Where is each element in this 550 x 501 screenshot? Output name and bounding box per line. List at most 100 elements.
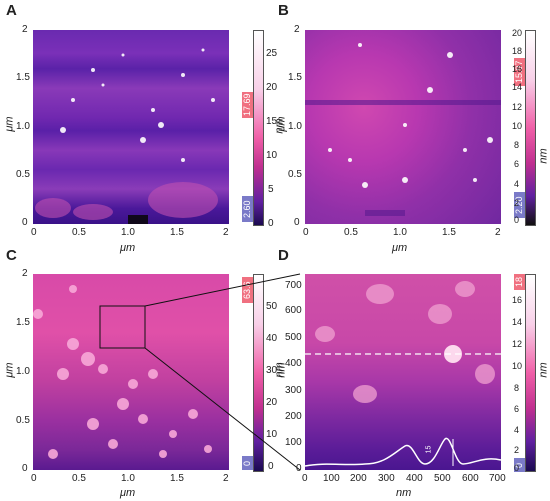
colorbar-max-badge: 17.69 xyxy=(242,92,253,118)
x-tick: 0 xyxy=(303,227,309,238)
y-tick: 1.5 xyxy=(288,72,302,83)
colorbar-a xyxy=(253,30,264,226)
panel-label-a: A xyxy=(6,2,17,19)
panel-label-c: C xyxy=(6,247,17,264)
colorbar-tick: 8 xyxy=(514,140,520,150)
x-axis-label: μm xyxy=(120,242,136,254)
y-tick: 1.0 xyxy=(16,121,30,132)
profile-height-label: 15 xyxy=(425,445,433,454)
colorbar-tick: 10 xyxy=(266,429,278,440)
x-tick: 2 xyxy=(495,227,501,238)
y-axis-label: μm xyxy=(3,116,16,132)
afm-texture-b xyxy=(305,43,501,216)
y-tick: 700 xyxy=(285,280,302,291)
colorbar-tick: 15 xyxy=(266,116,278,127)
y-tick: 0 xyxy=(294,217,300,228)
colorbar-tick: 18 xyxy=(512,46,523,56)
afm-image-d: 15 xyxy=(305,274,501,470)
y-tick: 2 xyxy=(294,24,300,35)
colorbar-min-badge: 0 xyxy=(242,456,253,470)
panel-label-b: B xyxy=(278,2,289,19)
y-tick: 0 xyxy=(22,217,28,228)
x-tick: 200 xyxy=(350,473,367,484)
colorbar-tick: 20 xyxy=(266,82,278,93)
colorbar-tick: 4 xyxy=(514,425,520,435)
y-tick: 1.0 xyxy=(16,366,30,377)
colorbar-c xyxy=(253,274,264,472)
x-tick: 1.0 xyxy=(121,473,135,484)
x-tick: 1.5 xyxy=(170,227,184,238)
x-tick: 2 xyxy=(223,227,229,238)
afm-texture-a xyxy=(35,48,218,224)
colorbar-tick: 5 xyxy=(268,184,274,195)
x-tick: 0 xyxy=(302,473,308,484)
colorbar-tick: 6 xyxy=(514,159,520,169)
panel-label-d: D xyxy=(278,247,289,264)
x-tick: 600 xyxy=(462,473,479,484)
colorbar-b xyxy=(525,30,536,226)
colorbar-tick: 0 xyxy=(514,463,520,473)
colorbar-tick: 14 xyxy=(512,82,523,92)
y-axis-label: μm xyxy=(275,116,288,132)
colorbar-tick: 0 xyxy=(268,218,274,229)
x-tick: 0.5 xyxy=(344,227,358,238)
colorbar-min-badge: 2.60 xyxy=(242,196,253,222)
colorbar-tick: 4 xyxy=(514,179,520,189)
y-tick: 1.0 xyxy=(288,121,302,132)
colorbar-max-badge: 18 xyxy=(514,274,525,290)
x-tick: 0.5 xyxy=(72,473,86,484)
colorbar-tick: 20 xyxy=(266,397,278,408)
afm-image-b xyxy=(305,30,501,224)
x-axis-label: μm xyxy=(120,487,136,499)
x-tick: 2 xyxy=(223,473,229,484)
y-axis-label: nm xyxy=(275,362,288,378)
colorbar-tick: 10 xyxy=(266,150,278,161)
x-tick: 400 xyxy=(406,473,423,484)
colorbar-tick: 16 xyxy=(512,64,523,74)
y-tick: 2 xyxy=(22,268,28,279)
colorbar-tick: 10 xyxy=(512,121,523,131)
colorbar-tick: 0 xyxy=(268,461,274,472)
x-tick: 300 xyxy=(378,473,395,484)
colorbar-tick: 40 xyxy=(266,333,278,344)
colorbar-tick: 0 xyxy=(514,215,520,225)
colorbar-tick: 14 xyxy=(512,317,523,327)
x-tick: 1.5 xyxy=(170,473,184,484)
colorbar-tick: 50 xyxy=(266,301,278,312)
x-tick: 700 xyxy=(489,473,506,484)
y-tick: 0.5 xyxy=(16,415,30,426)
colorbar-tick: 2 xyxy=(514,445,520,455)
colorbar-tick: 25 xyxy=(266,48,278,59)
afm-texture-d xyxy=(305,281,501,467)
colorbar-tick: 10 xyxy=(512,361,523,371)
y-tick: 0.5 xyxy=(288,169,302,180)
x-tick: 500 xyxy=(434,473,451,484)
y-tick: 200 xyxy=(285,411,302,422)
y-tick: 1.5 xyxy=(16,72,30,83)
x-axis-label: nm xyxy=(396,487,412,499)
y-tick: 0.5 xyxy=(16,169,30,180)
y-tick: 1.5 xyxy=(16,317,30,328)
colorbar-tick: 8 xyxy=(514,383,520,393)
y-tick: 500 xyxy=(285,332,302,343)
x-tick: 0 xyxy=(31,227,37,238)
colorbar-max-badge: 63.6 xyxy=(242,277,253,303)
colorbar-tick: 12 xyxy=(512,102,523,112)
x-tick: 0 xyxy=(31,473,37,484)
afm-image-c xyxy=(33,274,229,470)
colorbar-tick: 2 xyxy=(514,198,520,208)
y-tick: 2 xyxy=(22,24,28,35)
x-axis-label: μm xyxy=(392,242,408,254)
y-tick: 0 xyxy=(296,463,302,474)
afm-image-a xyxy=(33,30,229,224)
y-tick: 0 xyxy=(22,463,28,474)
colorbar-unit: nm xyxy=(537,148,550,164)
x-tick: 1.5 xyxy=(442,227,456,238)
colorbar-unit: nm xyxy=(537,362,550,378)
colorbar-tick: 6 xyxy=(514,404,520,414)
x-tick: 0.5 xyxy=(72,227,86,238)
afm-texture-c xyxy=(33,285,212,459)
colorbar-tick: 16 xyxy=(512,295,523,305)
y-tick: 100 xyxy=(285,437,302,448)
x-tick: 1.0 xyxy=(393,227,407,238)
